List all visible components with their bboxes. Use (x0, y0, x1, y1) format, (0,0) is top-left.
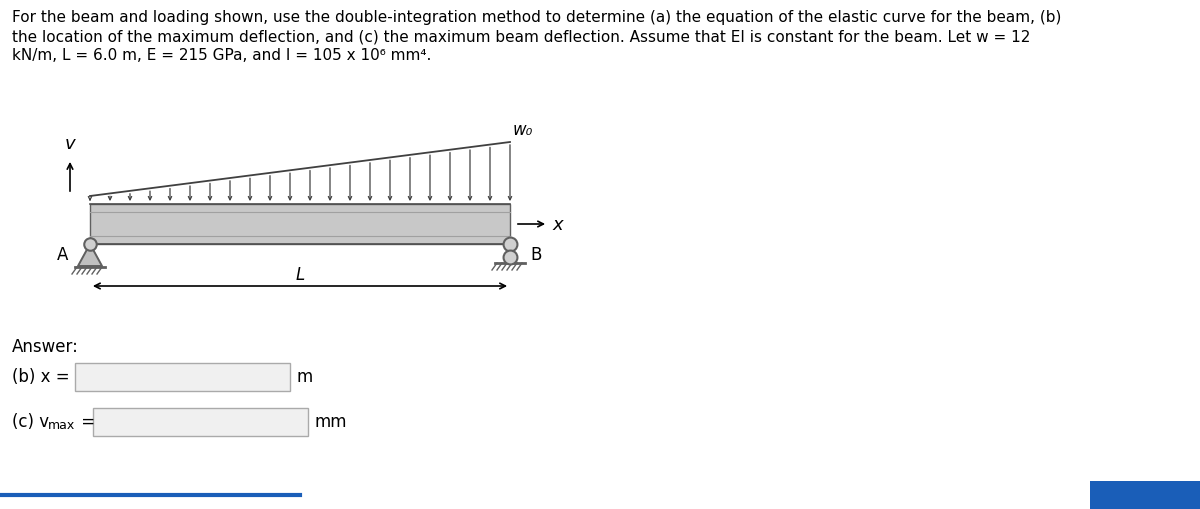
Text: L: L (295, 266, 305, 284)
FancyBboxPatch shape (94, 408, 308, 436)
Text: v: v (65, 135, 76, 153)
FancyBboxPatch shape (74, 363, 290, 391)
Text: (c) v: (c) v (12, 412, 49, 430)
Bar (1090, 481, 1200, 509)
Text: mm: mm (314, 412, 348, 430)
Text: =: = (76, 412, 95, 430)
Text: For the beam and loading shown, use the double-integration method to determine (: For the beam and loading shown, use the … (12, 10, 1061, 25)
Text: Answer:: Answer: (12, 337, 79, 355)
Text: the location of the maximum deflection, and (c) the maximum beam deflection. Ass: the location of the maximum deflection, … (12, 29, 1031, 44)
Text: B: B (530, 245, 541, 264)
Text: (b) x =: (b) x = (12, 367, 70, 385)
Text: max: max (48, 419, 76, 432)
Text: m: m (298, 367, 313, 385)
Polygon shape (78, 244, 102, 267)
Bar (90, 205, 510, 244)
Text: w₀: w₀ (514, 121, 533, 139)
Text: kN/m, L = 6.0 m, E = 215 GPa, and I = 105 x 10⁶ mm⁴.: kN/m, L = 6.0 m, E = 215 GPa, and I = 10… (12, 48, 431, 63)
Text: A: A (56, 245, 68, 264)
Text: x: x (552, 216, 563, 234)
